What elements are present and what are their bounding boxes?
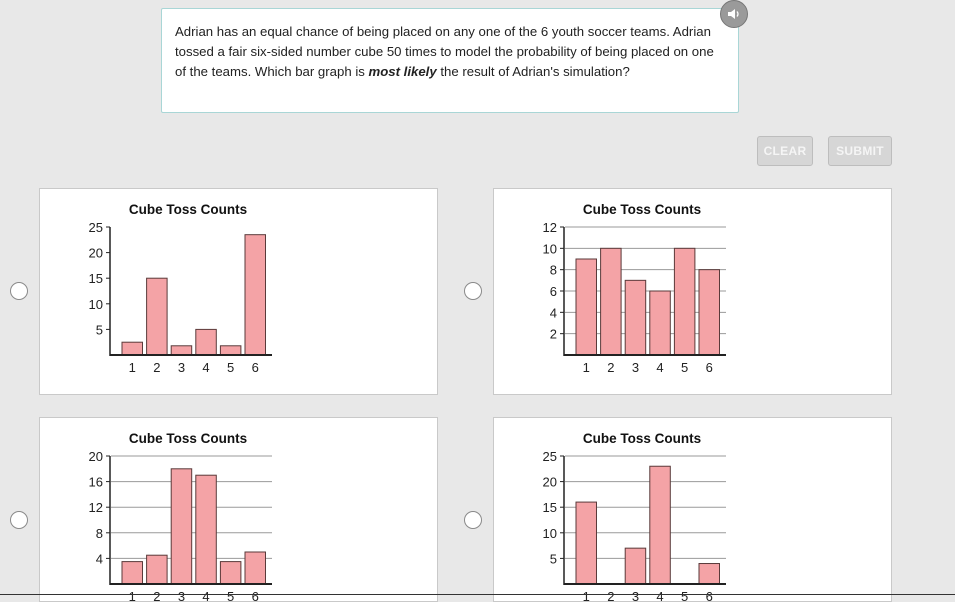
x-tick-label: 6 <box>706 360 713 375</box>
answer-radio-d[interactable] <box>464 511 482 529</box>
x-tick-label: 1 <box>129 360 136 375</box>
x-tick-label: 2 <box>153 589 160 602</box>
clear-button[interactable]: CLEAR <box>757 136 813 166</box>
answer-card-c[interactable]: Cube Toss Counts 4 8 12 16 20 1 2 3 4 5 6 <box>39 417 438 602</box>
x-tick-label: 1 <box>129 589 136 602</box>
y-tick-label: 25 <box>89 220 103 235</box>
bar-2 <box>146 277 168 356</box>
x-tick-label: 5 <box>681 589 688 602</box>
chart-title: Cube Toss Counts <box>583 202 701 217</box>
bar-3 <box>170 345 193 356</box>
y-tick-label: 12 <box>543 220 557 235</box>
answer-card-a[interactable]: Cube Toss Counts 5 10 15 20 25 1 2 3 4 5 6 <box>39 188 438 395</box>
question-emphasis: most likely <box>368 64 437 79</box>
bar-3 <box>624 279 647 356</box>
y-tick-label: 5 <box>96 322 103 337</box>
bar-6 <box>244 551 266 585</box>
y-tick-label: 4 <box>96 551 103 566</box>
bar-6 <box>698 563 720 585</box>
answer-radio-c[interactable] <box>10 511 28 529</box>
bar-5 <box>219 345 242 356</box>
y-tick-label: 10 <box>89 297 103 312</box>
y-tick-label: 20 <box>89 246 103 261</box>
y-tick-label: 5 <box>550 551 557 566</box>
bar-4 <box>649 290 671 356</box>
y-tick-label: 4 <box>550 305 557 320</box>
bar-6 <box>244 234 266 356</box>
y-tick-label: 20 <box>89 449 103 464</box>
question-text-end: the result of Adrian's simulation? <box>436 64 630 79</box>
question-prompt: Adrian has an equal chance of being plac… <box>161 8 739 113</box>
y-tick-label: 10 <box>543 526 557 541</box>
x-tick-label: 6 <box>252 589 259 602</box>
x-tick-label: 4 <box>202 589 209 602</box>
answer-card-d[interactable]: Cube Toss Counts 5 10 15 20 25 1 2 3 4 5 6 <box>493 417 892 602</box>
x-tick-label: 6 <box>252 360 259 375</box>
question-text-start: Adrian has an equal chance of being plac… <box>175 24 714 79</box>
answer-card-b[interactable]: Cube Toss Counts 2 4 6 8 10 12 1 2 3 4 5 6 <box>493 188 892 395</box>
x-tick-label: 2 <box>607 589 614 602</box>
speaker-icon <box>728 9 739 19</box>
submit-button[interactable]: SUBMIT <box>828 136 892 166</box>
x-tick-label: 4 <box>656 360 663 375</box>
bar-3 <box>170 468 193 585</box>
chart-title: Cube Toss Counts <box>583 431 701 446</box>
x-tick-label: 6 <box>706 589 713 602</box>
bar-5 <box>219 561 242 585</box>
x-tick-label: 1 <box>583 589 590 602</box>
bar-1 <box>575 501 597 585</box>
y-tick-label: 6 <box>550 284 557 299</box>
bar-3 <box>624 547 647 585</box>
audio-button[interactable] <box>720 0 748 28</box>
bar-chart-a: Cube Toss Counts 5 10 15 20 25 1 2 3 4 5 6 <box>89 202 272 375</box>
bar-4 <box>195 474 217 585</box>
y-tick-label: 15 <box>89 271 103 286</box>
y-tick-label: 8 <box>550 263 557 278</box>
bar-chart-d: Cube Toss Counts 5 10 15 20 25 1 2 3 4 5 6 <box>543 431 726 602</box>
bar-4 <box>649 465 671 585</box>
x-tick-label: 2 <box>607 360 614 375</box>
bar-2 <box>146 554 168 585</box>
y-tick-label: 15 <box>543 500 557 515</box>
x-tick-label: 5 <box>227 360 234 375</box>
y-tick-label: 20 <box>543 475 557 490</box>
x-tick-label: 3 <box>178 360 185 375</box>
y-tick-label: 12 <box>89 500 103 515</box>
x-tick-label: 5 <box>227 589 234 602</box>
y-tick-label: 8 <box>96 526 103 541</box>
y-tick-label: 2 <box>550 327 557 342</box>
chart-title: Cube Toss Counts <box>129 431 247 446</box>
x-tick-label: 3 <box>632 589 639 602</box>
x-tick-label: 4 <box>202 360 209 375</box>
answer-radio-a[interactable] <box>10 282 28 300</box>
y-tick-label: 25 <box>543 449 557 464</box>
y-tick-label: 10 <box>543 241 557 256</box>
bar-1 <box>575 258 597 356</box>
x-tick-label: 4 <box>656 589 663 602</box>
bar-1 <box>121 341 143 356</box>
bar-2 <box>600 247 622 356</box>
x-tick-label: 3 <box>178 589 185 602</box>
bar-6 <box>698 269 720 356</box>
y-tick-label: 16 <box>89 475 103 490</box>
bar-1 <box>121 561 143 585</box>
bar-5 <box>673 247 696 356</box>
x-tick-label: 3 <box>632 360 639 375</box>
x-tick-label: 1 <box>583 360 590 375</box>
chart-title: Cube Toss Counts <box>129 202 247 217</box>
answer-radio-b[interactable] <box>464 282 482 300</box>
x-tick-label: 2 <box>153 360 160 375</box>
bar-4 <box>195 328 217 356</box>
x-tick-label: 5 <box>681 360 688 375</box>
